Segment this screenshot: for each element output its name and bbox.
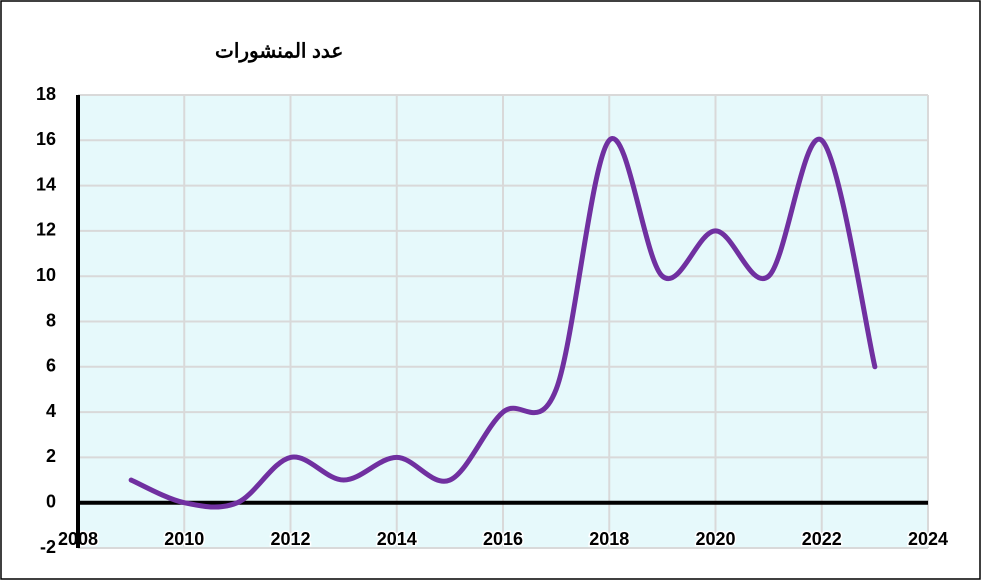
y-tick-label: 8	[46, 310, 56, 330]
y-tick-label: 18	[36, 84, 56, 104]
y-tick-label: 0	[46, 491, 56, 511]
y-tick-label: 2	[46, 446, 56, 466]
y-tick-label: 14	[36, 174, 56, 194]
x-tick-label: 2018	[589, 529, 629, 549]
y-tick-label: 10	[36, 265, 56, 285]
x-tick-label: 2020	[695, 529, 735, 549]
x-tick-label: 2016	[483, 529, 523, 549]
y-tick-label: 4	[46, 401, 56, 421]
x-tick-label: 2012	[270, 529, 310, 549]
x-tick-label: 2024	[908, 529, 948, 549]
chart-title: عدد المنشورات	[215, 40, 343, 63]
y-tick-label: -2	[40, 537, 56, 557]
y-tick-label: 16	[36, 129, 56, 149]
x-tick-label: 2010	[164, 529, 204, 549]
x-tick-label: 2022	[802, 529, 842, 549]
data-line	[128, 136, 878, 510]
y-tick-label: 6	[46, 356, 56, 376]
x-tick-label: 2014	[377, 529, 417, 549]
y-tick-label: 12	[36, 220, 56, 240]
